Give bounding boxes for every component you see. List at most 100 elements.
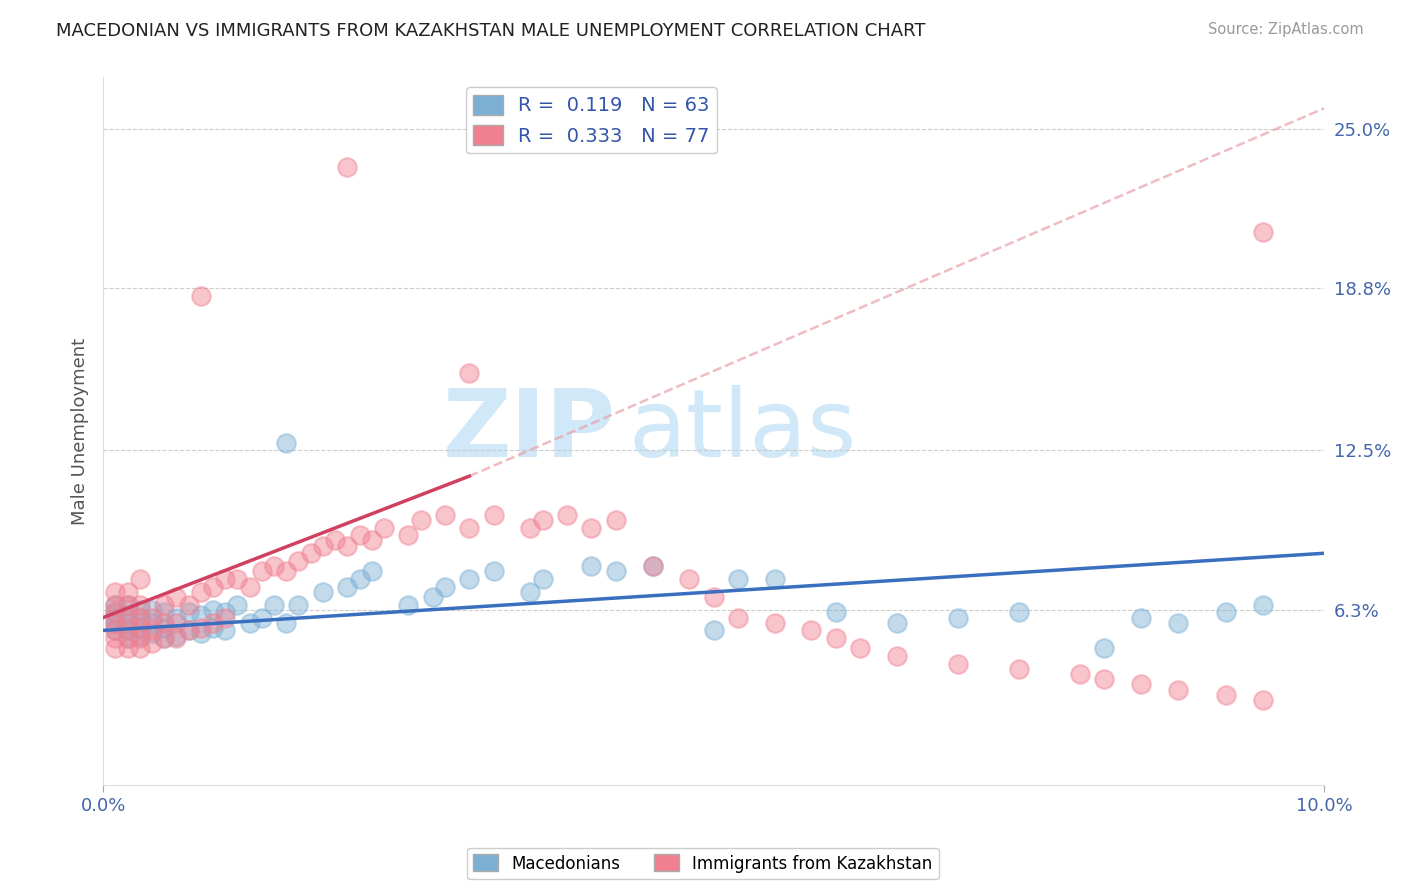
Point (287, 598, 309, 612)
Point (1008, 606, 1031, 620)
Point (128, 629, 150, 643)
Point (360, 533, 382, 548)
Point (141, 626, 163, 640)
Point (104, 606, 127, 620)
Point (117, 585, 139, 599)
Point (202, 621, 225, 635)
Point (323, 533, 346, 548)
Point (153, 598, 176, 612)
Point (190, 585, 212, 599)
Point (128, 572, 150, 586)
Point (482, 508, 505, 522)
Point (177, 598, 200, 612)
Point (128, 603, 150, 617)
Text: MACEDONIAN VS IMMIGRANTS FROM KAZAKHSTAN MALE UNEMPLOYMENT CORRELATION CHART: MACEDONIAN VS IMMIGRANTS FROM KAZAKHSTAN… (56, 22, 925, 40)
Text: ZIP: ZIP (443, 385, 616, 477)
Point (250, 610, 273, 624)
Point (396, 598, 419, 612)
Point (226, 598, 249, 612)
Point (703, 624, 725, 638)
Point (250, 564, 273, 578)
Point (1251, 598, 1274, 612)
Point (312, 539, 335, 553)
Point (202, 580, 225, 594)
Point (287, 554, 309, 568)
Point (433, 580, 456, 594)
Point (312, 585, 335, 599)
Point (433, 508, 456, 522)
Point (214, 606, 236, 620)
Point (605, 564, 627, 578)
Point (1129, 610, 1152, 624)
Point (128, 610, 150, 624)
Point (1251, 225, 1274, 239)
Point (190, 626, 212, 640)
Point (678, 572, 700, 586)
Point (605, 513, 627, 527)
Point (641, 559, 664, 574)
Point (165, 615, 187, 630)
Point (104, 641, 127, 656)
Point (165, 629, 187, 643)
Point (239, 580, 262, 594)
Point (117, 631, 139, 645)
Point (104, 598, 127, 612)
Point (763, 572, 786, 586)
Point (276, 435, 298, 450)
Point (641, 559, 664, 574)
Point (946, 657, 969, 671)
Point (458, 366, 481, 380)
Point (336, 580, 359, 594)
Point (886, 649, 908, 664)
Point (396, 528, 419, 542)
Point (104, 615, 127, 630)
Point (946, 610, 969, 624)
Point (128, 621, 150, 635)
Point (239, 615, 262, 630)
Point (214, 624, 236, 638)
Point (531, 513, 554, 527)
Point (1092, 641, 1115, 656)
Point (263, 598, 285, 612)
Point (581, 520, 603, 534)
Point (458, 520, 481, 534)
Point (190, 621, 212, 635)
Point (519, 585, 541, 599)
Point (117, 607, 139, 622)
Point (409, 513, 432, 527)
Point (763, 615, 786, 630)
Point (727, 610, 749, 624)
Point (226, 572, 249, 586)
Point (117, 621, 139, 635)
Point (141, 603, 163, 617)
Point (422, 590, 444, 604)
Point (153, 606, 176, 620)
Point (141, 610, 163, 624)
Point (141, 624, 163, 638)
Point (727, 572, 749, 586)
Point (128, 631, 150, 645)
Point (360, 564, 382, 578)
Point (190, 289, 212, 303)
Point (1069, 667, 1091, 681)
Point (299, 546, 322, 560)
Point (886, 615, 908, 630)
Point (519, 520, 541, 534)
Point (104, 606, 127, 620)
Point (555, 508, 578, 522)
Point (703, 590, 725, 604)
Point (1008, 662, 1031, 676)
Point (581, 559, 603, 574)
Point (153, 631, 176, 645)
Point (202, 603, 225, 617)
Point (1166, 615, 1188, 630)
Point (177, 624, 200, 638)
Point (153, 631, 176, 645)
Point (104, 610, 127, 624)
Point (153, 621, 176, 635)
Point (214, 572, 236, 586)
Legend: R =  0.119   N = 63, R =  0.333   N = 77: R = 0.119 N = 63, R = 0.333 N = 77 (465, 87, 717, 153)
Point (104, 631, 127, 645)
Point (1215, 688, 1237, 702)
Point (104, 624, 127, 638)
